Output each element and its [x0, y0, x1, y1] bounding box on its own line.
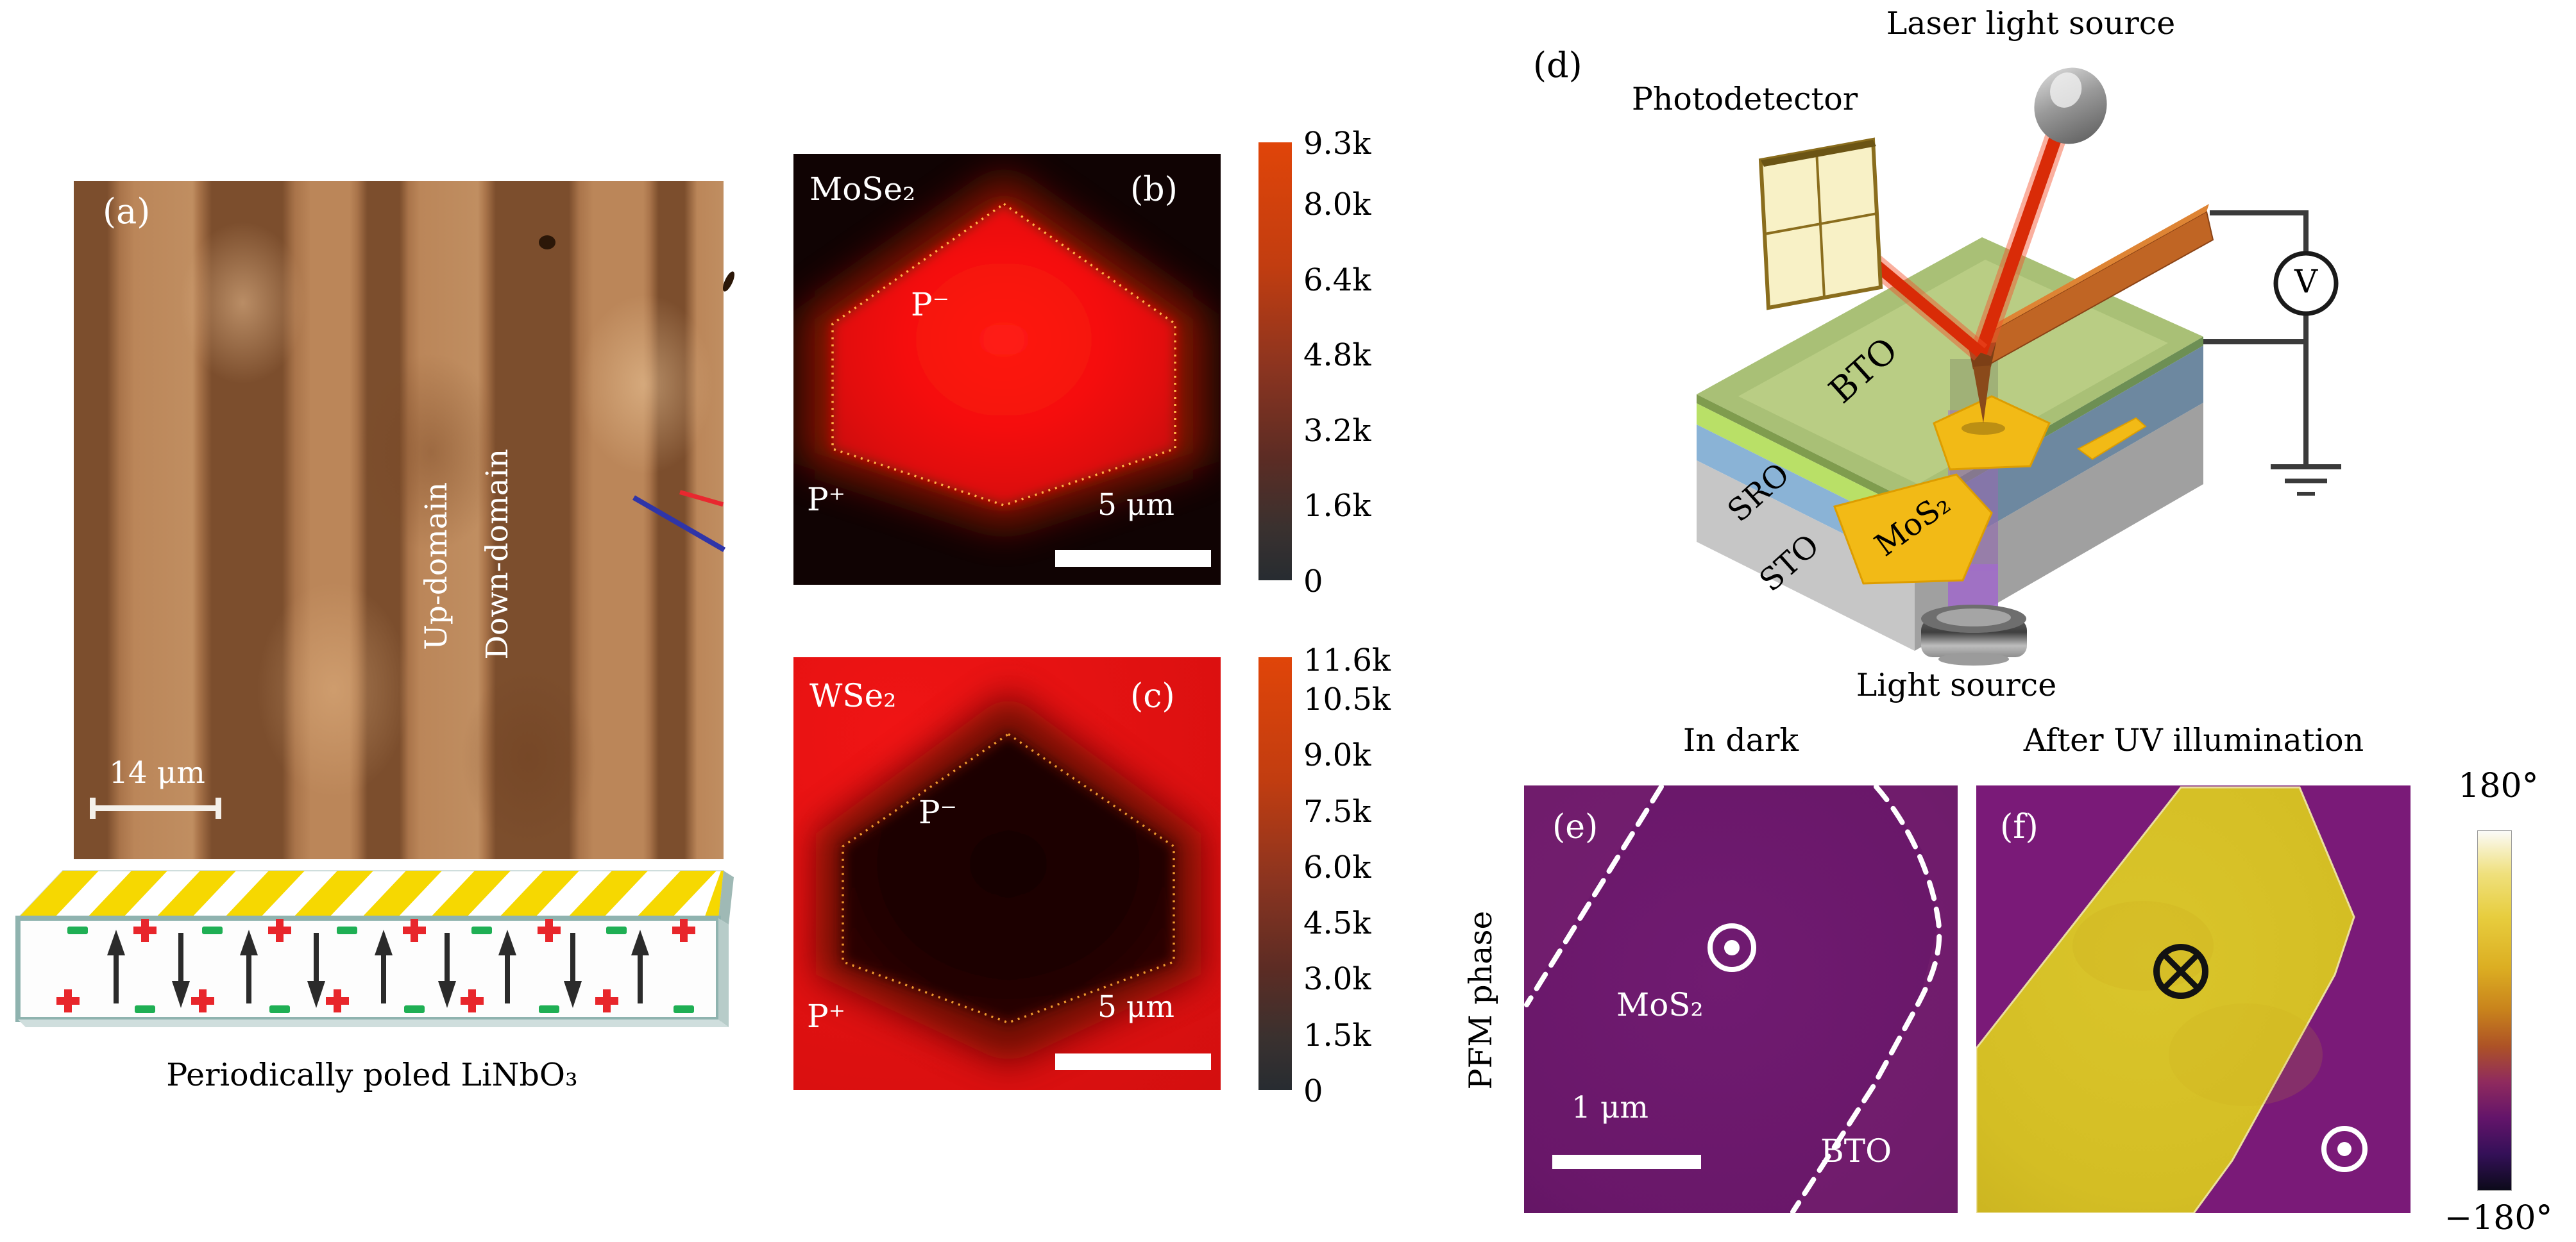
tip-shadow — [1962, 422, 2005, 435]
panel-b-scalebar — [1055, 550, 1211, 567]
dust-speck — [539, 235, 555, 249]
colorbar-c-tick: 3.0k — [1303, 961, 1371, 997]
flake-dotted-outline — [842, 732, 1175, 1024]
panel-a-label: (a) — [103, 191, 151, 231]
colorbar-b-tick: 1.6k — [1303, 488, 1371, 524]
flake-bright-hexagon — [833, 204, 1175, 505]
colorbar-b-tick: 8.0k — [1303, 187, 1371, 222]
colorbar-c-tick: 1.5k — [1303, 1018, 1371, 1053]
panel-a-scalebar-label: 14 μm — [109, 755, 205, 791]
bto-region-tint — [1524, 785, 1659, 1003]
panel-b-material: MoSe₂ — [809, 171, 916, 208]
panel-a-caption: Periodically poled LiNbO₃ — [166, 1057, 578, 1093]
domain-arrows — [107, 930, 649, 1008]
panel-e-bto-label: BTO — [1820, 1132, 1892, 1170]
colorbar-c-tick: 4.5k — [1303, 905, 1371, 941]
panel-c-scalebar-label: 5 μm — [1097, 989, 1174, 1025]
ground-icon — [2271, 464, 2341, 496]
colorbar-c-tick: 10.5k — [1303, 682, 1391, 718]
circuit-wires — [2203, 210, 2309, 467]
panel-b-label: (b) — [1130, 171, 1178, 209]
panel-d-label: (d) — [1533, 45, 1582, 85]
laser-beam-incident — [1974, 126, 2065, 355]
polarization-out-icon — [1707, 923, 1756, 972]
pfm-colorbar-max: 180° — [2458, 767, 2539, 805]
panel-b-scalebar-label: 5 μm — [1097, 487, 1174, 523]
light-source-label: Light source — [1856, 667, 2057, 703]
pfm-phase-axis-label: PFM phase — [1462, 911, 1499, 1090]
panel-c-material: WSe₂ — [809, 677, 897, 714]
colorbar-c-tick: 6.0k — [1303, 850, 1371, 885]
poled-linbo3-schematic — [13, 866, 738, 1052]
pfm-colorbar-min: −180° — [2444, 1199, 2553, 1238]
colorbar-c-tick: 7.5k — [1303, 794, 1371, 830]
flake-texture — [2169, 1003, 2323, 1106]
panel-a-scalebar — [90, 798, 221, 819]
panel-c-map — [793, 657, 1221, 1090]
colorbar-b-tick: 3.2k — [1303, 413, 1371, 449]
minus-charges-bottom — [135, 1005, 694, 1013]
colorbar-b-tick: 0 — [1303, 564, 1323, 600]
panel-f-pfm-image — [1975, 785, 2411, 1214]
plus-charges-top — [133, 919, 695, 942]
photodetector-label: Photodetector — [1631, 81, 1858, 117]
cantilever-highlight — [1982, 204, 2209, 337]
panel-b-colorbar — [1258, 142, 1292, 580]
panel-c-p-plus: P⁺ — [807, 998, 846, 1035]
light-source-lamp — [1921, 605, 2027, 666]
voltmeter-icon — [2273, 251, 2339, 316]
panel-e-pfm-image — [1524, 784, 1958, 1214]
crystal-bottom-edge — [18, 1020, 729, 1027]
electrode-side-face — [718, 871, 734, 925]
panel-c-colorbar — [1258, 657, 1292, 1090]
minus-charges-top — [67, 927, 627, 934]
mos2-flake-labeled — [1833, 473, 1993, 585]
electrode-yellow-stripes — [18, 871, 724, 918]
flake-dark-hexagon — [843, 734, 1174, 1023]
sto-left-edge — [1697, 460, 1915, 651]
panel-f-label: (f) — [2000, 808, 2038, 846]
panel-e-mos2-label: MoS₂ — [1616, 986, 1704, 1023]
panel-a-optical-image — [74, 181, 737, 859]
laser-source-icon — [2034, 67, 2107, 144]
photodetector-icon — [1758, 137, 1883, 310]
panel-c-scalebar — [1055, 1053, 1211, 1070]
colorbar-b-tick: 9.3k — [1303, 126, 1371, 162]
panel-b-p-minus: P⁻ — [911, 286, 950, 323]
panel-b-p-plus: P⁺ — [807, 481, 846, 518]
panel-c-label: (c) — [1130, 677, 1175, 716]
colorbar-c-tick: 11.6k — [1303, 642, 1391, 678]
colorbar-b-tick: 6.4k — [1303, 262, 1371, 298]
panel-d-schematic — [1501, 0, 2373, 757]
voltmeter-label: V — [2294, 263, 2318, 300]
panel-e-scalebar-label: 1 μm — [1572, 1090, 1648, 1125]
panel-e-scalebar — [1552, 1155, 1701, 1169]
flake-boundary-dashed — [1524, 784, 1942, 1214]
panel-e-label: (e) — [1552, 808, 1598, 846]
afm-tip — [1973, 365, 1991, 423]
pfm-colorbar — [2477, 830, 2512, 1191]
flake-texture — [2072, 901, 2214, 991]
colorbar-c-tick: 0 — [1303, 1073, 1323, 1109]
plus-charges-bottom — [56, 989, 618, 1012]
flake-dotted-outline — [831, 202, 1176, 507]
panel-e-title: In dark — [1682, 722, 1799, 759]
bto-region-tint — [1790, 785, 1958, 1213]
bto-left-edge — [1697, 394, 1915, 512]
colorbar-c-tick: 9.0k — [1303, 737, 1371, 773]
laser-source-label: Laser light source — [1886, 5, 2176, 42]
colorbar-b-tick: 4.8k — [1303, 337, 1371, 373]
up-domain-label: Up-domain — [419, 482, 454, 650]
crystal-side-face — [718, 918, 729, 1027]
polarization-out-icon — [2321, 1126, 2368, 1172]
dust-speck — [720, 270, 737, 293]
down-domain-label: Down-domain — [480, 449, 515, 660]
panel-f-title: After UV illumination — [2023, 722, 2364, 759]
mos2-flake-sliver — [2077, 417, 2147, 460]
panel-c-p-minus: P⁻ — [919, 794, 958, 831]
polarization-in-icon — [2153, 944, 2208, 999]
panel-b-map — [793, 154, 1221, 585]
